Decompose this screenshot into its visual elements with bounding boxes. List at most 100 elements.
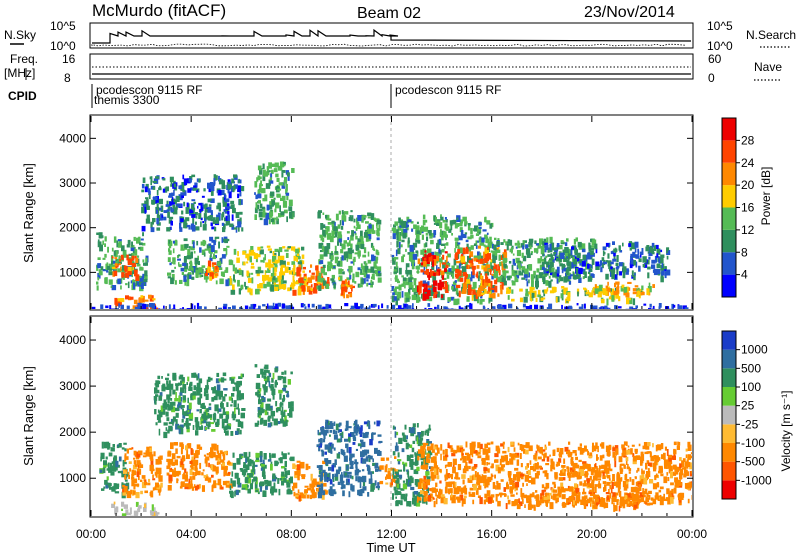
velocity-cbar-tick-0: 1000 — [741, 343, 768, 357]
freq-tick-bottom: 8 — [64, 71, 71, 85]
nave-label: Nave — [754, 60, 782, 74]
velocity-panel: 1000 2000 3000 4000 Slant Range [km] 1000 50… — [21, 315, 793, 518]
power-patch-0 — [96, 232, 149, 292]
power-patch-16 — [541, 241, 671, 283]
velocity-patch-11 — [416, 441, 692, 508]
power-cbar-swatch-6 — [722, 140, 736, 163]
velocity-patch-7 — [291, 460, 329, 502]
velocity-cbar-swatch-6 — [722, 368, 736, 387]
freq-label: Freq. — [10, 52, 38, 66]
nsky-panel — [89, 22, 694, 49]
power-cbar-tick-0: 4 — [741, 268, 748, 282]
power-cbar-label: Power [dB] — [759, 167, 773, 226]
velocity-cbar-swatch-7 — [722, 349, 736, 369]
velocity-patch-3 — [153, 372, 246, 439]
freq-unit: [MHz] — [4, 66, 35, 80]
nsearch-label: N.Search — [746, 28, 796, 42]
velocity-cbar-swatch-2 — [722, 443, 736, 462]
velocity-ylabel: Slant Range [km] — [21, 366, 36, 466]
velocity-cbar-label: Velocity [m s⁻¹] — [779, 390, 793, 471]
nsky-trace — [91, 28, 692, 47]
velocity-patch-1 — [122, 446, 163, 499]
power-patch-10 — [338, 277, 355, 299]
power-patch-15 — [506, 285, 644, 306]
time-tick-3: 12:00 — [376, 527, 406, 541]
station-title: McMurdo (fitACF) — [92, 1, 226, 20]
velocity-patch-4 — [166, 442, 234, 492]
power-ytick-label-1: 2000 — [59, 221, 86, 235]
power-cbar-tick-3: 16 — [741, 201, 755, 215]
velocity-patch-13 — [593, 492, 683, 509]
cpid-entry-2: pcodescon 9115 RF — [395, 83, 502, 97]
velocity-cbar-tick-6: -500 — [741, 455, 765, 469]
time-tick-1: 04:00 — [176, 527, 206, 541]
cpid-entry-1: themis 3300 — [94, 93, 160, 107]
power-patch-5 — [204, 260, 219, 281]
velocity-cbar-swatch-0 — [722, 480, 736, 499]
time-axis-label: Time UT — [366, 540, 415, 554]
power-cbar-swatch-3 — [722, 207, 736, 230]
power-cbar-tick-4: 20 — [741, 178, 755, 192]
power-cbar-tick-1: 8 — [741, 245, 748, 259]
power-cbar-swatch-1 — [722, 252, 736, 275]
power-cbar-swatch-7 — [722, 118, 736, 141]
nave-tick-top: 60 — [708, 52, 722, 66]
nsearch-tick-top: 10^5 — [707, 19, 733, 33]
velocity-patch-6 — [254, 364, 294, 428]
cpid-label: CPID — [8, 89, 37, 103]
power-cbar-swatch-4 — [722, 185, 736, 208]
power-ytick-label-3: 4000 — [59, 131, 86, 145]
velocity-ytick-label-0: 1000 — [59, 471, 86, 485]
power-ytick-label-2: 3000 — [59, 176, 86, 190]
velocity-patch-2 — [111, 501, 160, 516]
power-patch-12 — [416, 250, 449, 301]
power-panel: 1000 2000 3000 4000 Slant Range [km] 4 8 12 16… — [21, 114, 773, 311]
power-patch-4 — [167, 236, 234, 287]
nsky-tick-bottom: 10^0 — [50, 39, 76, 53]
power-patch-3 — [141, 174, 245, 233]
velocity-cbar-tick-1: 500 — [741, 361, 761, 375]
power-patch-18 — [91, 302, 689, 309]
time-tick-4: 16:00 — [477, 527, 507, 541]
velocity-cbar-tick-4: -25 — [741, 417, 759, 431]
nave-tick-bottom: 0 — [708, 71, 715, 85]
power-ytick-label-0: 1000 — [59, 265, 86, 279]
power-patch-1 — [111, 254, 140, 281]
nsky-label: N.Sky — [4, 28, 36, 42]
power-ylabel: Slant Range [km] — [21, 163, 36, 263]
power-patch-17 — [593, 281, 655, 298]
power-cbar-tick-6: 28 — [741, 133, 755, 147]
velocity-cbar-tick-7: -1000 — [741, 473, 772, 487]
power-patch-6 — [228, 245, 307, 296]
time-tick-0: 00:00 — [76, 527, 106, 541]
power-cbar-swatch-0 — [722, 274, 736, 297]
velocity-cbar-tick-5: -100 — [741, 436, 765, 450]
velocity-ytick-label-1: 2000 — [59, 425, 86, 439]
power-cbar-tick-5: 24 — [741, 156, 755, 170]
velocity-cbar-swatch-5 — [722, 387, 736, 406]
freq-tick-top: 16 — [62, 52, 76, 66]
power-cbar-swatch-5 — [722, 162, 736, 186]
velocity-cbar-tick-2: 100 — [741, 380, 761, 394]
power-patch-9 — [316, 210, 382, 291]
velocity-cbar-swatch-3 — [722, 424, 736, 443]
velocity-ytick-label-2: 3000 — [59, 379, 86, 393]
velocity-cbar-swatch-4 — [722, 405, 736, 425]
power-cbar-tick-2: 12 — [741, 223, 755, 237]
freq-panel — [89, 53, 694, 80]
velocity-cbar-swatch-1 — [722, 461, 736, 481]
power-cbar-swatch-2 — [722, 229, 736, 253]
power-patch-7 — [254, 161, 295, 226]
velocity-cbar-swatch-8 — [722, 331, 736, 350]
time-tick-5: 20:00 — [577, 527, 607, 541]
nsearch-tick-bottom: 10^0 — [707, 39, 733, 53]
date-title: 23/Nov/2014 — [584, 4, 675, 21]
cpid-entry-0: pcodescon 9115 RF — [96, 83, 203, 97]
velocity-patch-8 — [316, 419, 383, 499]
beam-title: Beam 02 — [357, 5, 421, 22]
velocity-patch-5 — [229, 451, 295, 499]
nsky-tick-top: 10^5 — [50, 19, 76, 33]
velocity-ytick-label-3: 4000 — [59, 333, 86, 347]
time-tick-6: 00:00 — [677, 527, 707, 541]
